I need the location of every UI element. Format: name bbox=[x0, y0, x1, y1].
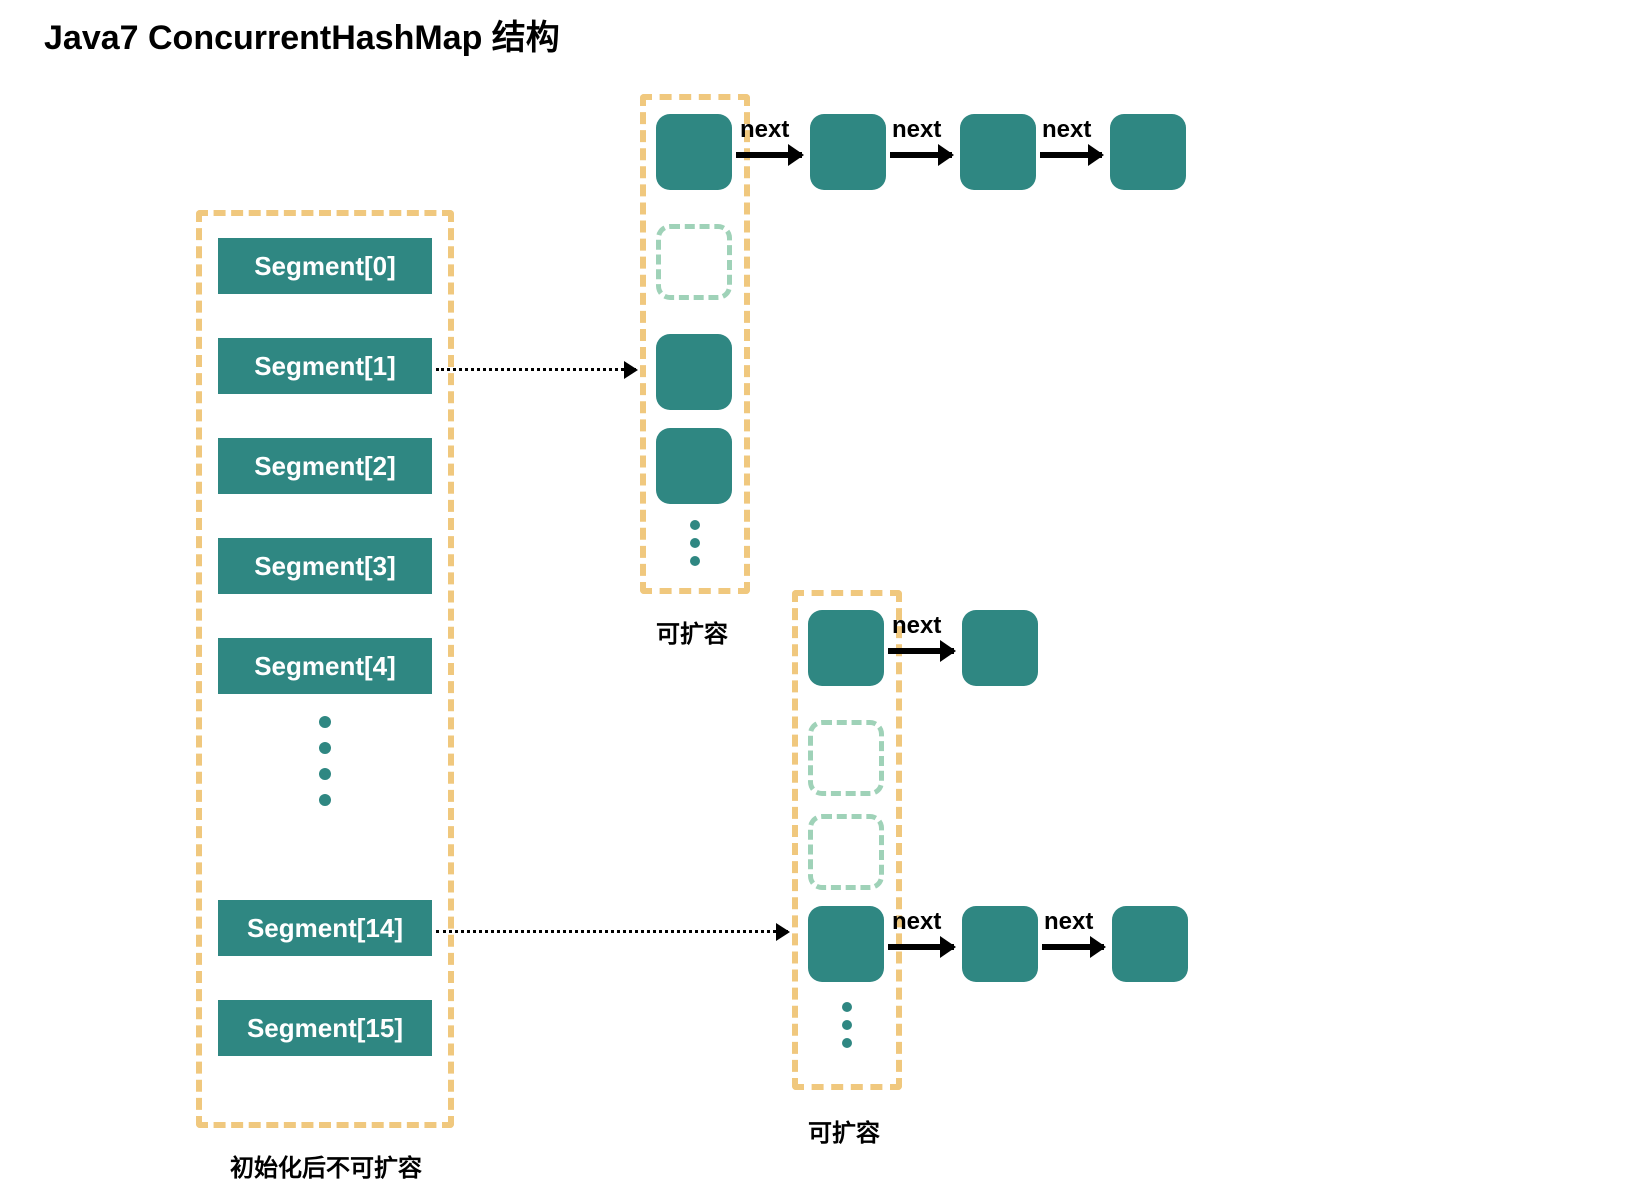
entry-slot-empty bbox=[808, 720, 884, 796]
ellipsis-dot bbox=[319, 716, 331, 728]
next-label: next bbox=[892, 116, 941, 144]
entry-slot-empty bbox=[656, 224, 732, 300]
next-arrow bbox=[1042, 944, 1104, 950]
entry-node bbox=[962, 906, 1038, 982]
segment-label: Segment[1] bbox=[254, 351, 396, 382]
bucket-a-ellipsis bbox=[690, 520, 700, 566]
ellipsis-dot bbox=[319, 742, 331, 754]
entry-node bbox=[962, 610, 1038, 686]
next-label: next bbox=[892, 908, 941, 936]
segment-label: Segment[14] bbox=[247, 913, 403, 944]
entry-node bbox=[808, 906, 884, 982]
next-arrow bbox=[1040, 152, 1102, 158]
entry-node bbox=[808, 610, 884, 686]
segment-ellipsis bbox=[319, 716, 331, 806]
segment-label: Segment[3] bbox=[254, 551, 396, 582]
ellipsis-dot bbox=[319, 794, 331, 806]
next-arrow bbox=[736, 152, 802, 158]
segment-box: Segment[4] bbox=[218, 638, 432, 694]
segment-label: Segment[0] bbox=[254, 251, 396, 282]
pointer-seg1-to-bucket-a bbox=[436, 368, 636, 371]
next-arrow bbox=[888, 648, 954, 654]
segment-label: Segment[2] bbox=[254, 451, 396, 482]
next-label: next bbox=[740, 116, 789, 144]
entry-node bbox=[810, 114, 886, 190]
next-label: next bbox=[892, 612, 941, 640]
page-title: Java7 ConcurrentHashMap 结构 bbox=[44, 10, 560, 59]
bucket-b-ellipsis bbox=[842, 1002, 852, 1048]
segment-label: Segment[15] bbox=[247, 1013, 403, 1044]
next-label: next bbox=[1042, 116, 1091, 144]
segment-box: Segment[2] bbox=[218, 438, 432, 494]
segment-box: Segment[0] bbox=[218, 238, 432, 294]
ellipsis-dot bbox=[842, 1002, 852, 1012]
ellipsis-dot bbox=[690, 556, 700, 566]
pointer-seg14-to-bucket-b bbox=[436, 930, 788, 933]
bucket-b-caption: 可扩容 bbox=[808, 1113, 880, 1148]
segment-box: Segment[3] bbox=[218, 538, 432, 594]
segment-box: Segment[15] bbox=[218, 1000, 432, 1056]
ellipsis-dot bbox=[842, 1020, 852, 1030]
ellipsis-dot bbox=[690, 520, 700, 530]
entry-node bbox=[1112, 906, 1188, 982]
diagram-canvas: Java7 ConcurrentHashMap 结构 Segment[0] Seg… bbox=[0, 0, 1636, 1186]
next-arrow bbox=[890, 152, 952, 158]
entry-node bbox=[960, 114, 1036, 190]
entry-node bbox=[656, 114, 732, 190]
segment-caption: 初始化后不可扩容 bbox=[230, 1148, 422, 1183]
ellipsis-dot bbox=[690, 538, 700, 548]
ellipsis-dot bbox=[319, 768, 331, 780]
entry-node bbox=[656, 428, 732, 504]
next-arrow bbox=[888, 944, 954, 950]
segment-box: Segment[1] bbox=[218, 338, 432, 394]
next-label: next bbox=[1044, 908, 1093, 936]
segment-box: Segment[14] bbox=[218, 900, 432, 956]
entry-slot-empty bbox=[808, 814, 884, 890]
ellipsis-dot bbox=[842, 1038, 852, 1048]
bucket-a-caption: 可扩容 bbox=[656, 614, 728, 649]
segment-label: Segment[4] bbox=[254, 651, 396, 682]
entry-node bbox=[1110, 114, 1186, 190]
entry-node bbox=[656, 334, 732, 410]
